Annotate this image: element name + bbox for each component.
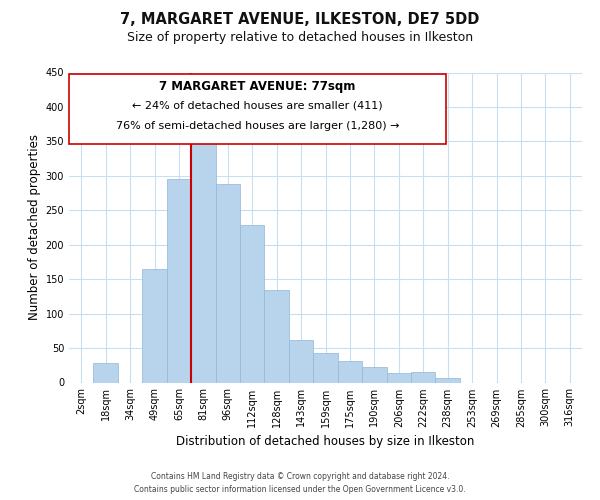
Bar [338, 361, 362, 382]
Bar [265, 290, 289, 382]
Y-axis label: Number of detached properties: Number of detached properties [28, 134, 41, 320]
Text: ← 24% of detached houses are smaller (411): ← 24% of detached houses are smaller (41… [132, 100, 383, 110]
Bar [362, 366, 386, 382]
X-axis label: Distribution of detached houses by size in Ilkeston: Distribution of detached houses by size … [176, 435, 475, 448]
Bar [411, 372, 436, 382]
FancyBboxPatch shape [69, 74, 446, 144]
Bar [215, 184, 240, 382]
Bar [289, 340, 313, 382]
Bar [313, 353, 338, 382]
Text: Size of property relative to detached houses in Ilkeston: Size of property relative to detached ho… [127, 31, 473, 44]
Text: 76% of semi-detached houses are larger (1,280) →: 76% of semi-detached houses are larger (… [116, 120, 399, 130]
Bar [142, 269, 167, 382]
Text: Contains HM Land Registry data © Crown copyright and database right 2024.
Contai: Contains HM Land Registry data © Crown c… [134, 472, 466, 494]
Bar [94, 363, 118, 382]
Bar [240, 226, 265, 382]
Bar [386, 373, 411, 382]
Text: 7 MARGARET AVENUE: 77sqm: 7 MARGARET AVENUE: 77sqm [160, 80, 356, 93]
Text: 7, MARGARET AVENUE, ILKESTON, DE7 5DD: 7, MARGARET AVENUE, ILKESTON, DE7 5DD [121, 12, 479, 28]
Bar [167, 180, 191, 382]
Bar [436, 378, 460, 382]
Bar [191, 128, 215, 382]
